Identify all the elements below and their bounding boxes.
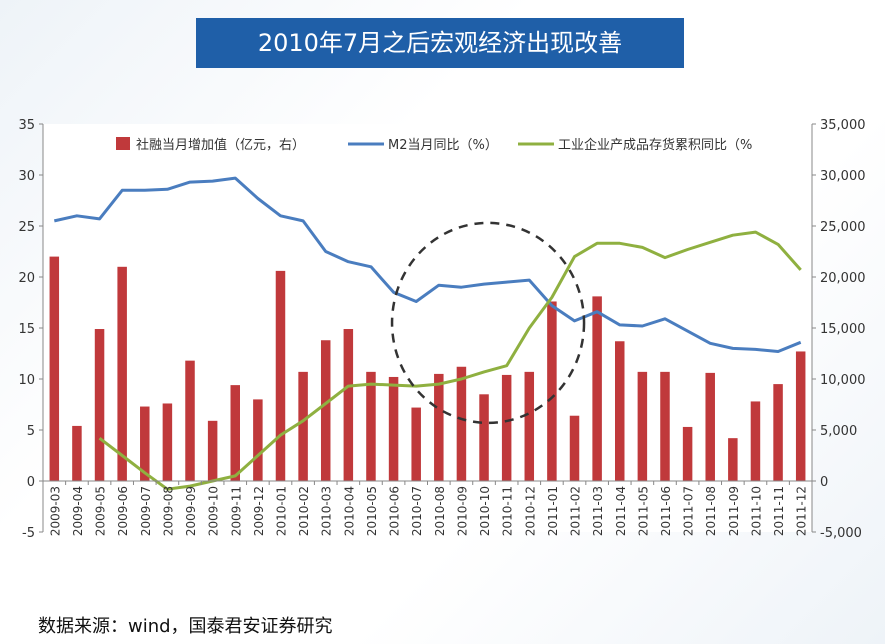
bar-2011-09 (728, 438, 738, 481)
x-tick-label: 2010-07 (410, 486, 424, 536)
x-tick-label: 2010-01 (274, 486, 288, 536)
x-tick-label: 2011-03 (591, 486, 605, 536)
x-tick-label: 2010-12 (523, 486, 537, 536)
x-tick-label: 2010-05 (365, 486, 379, 536)
x-tick-label: 2011-11 (772, 486, 786, 536)
bar-2009-04 (72, 425, 82, 481)
bar-2009-10 (207, 420, 218, 481)
bar-2009-06 (117, 266, 127, 481)
page-title: 2010年7月之后宏观经济出现改善 (196, 18, 684, 68)
bar-2009-11 (230, 385, 240, 481)
bar-2009-12 (253, 399, 263, 481)
right-tick-label: 10,000 (820, 373, 866, 388)
left-tick-label: 30 (18, 169, 35, 184)
left-tick-label: 5 (27, 424, 35, 439)
x-tick-label: 2009-04 (71, 486, 85, 536)
x-tick-label: 2009-07 (139, 486, 153, 536)
bar-2011-01 (547, 301, 557, 481)
plot-area (43, 124, 812, 532)
left-tick-label: 20 (18, 271, 35, 286)
bar-2010-05 (366, 371, 376, 481)
bar-2009-09 (185, 360, 195, 481)
bar-2011-11 (773, 384, 783, 481)
x-tick-label: 2009-10 (207, 486, 221, 536)
bar-2011-02 (569, 415, 580, 481)
x-tick-label: 2009-08 (161, 486, 175, 536)
bar-2010-10 (479, 394, 489, 481)
x-tick-label: 2010-02 (297, 486, 311, 536)
x-tick-label: 2009-03 (48, 486, 62, 536)
bar-2009-08 (162, 403, 173, 481)
bar-2009-07 (140, 406, 150, 481)
bar-2010-01 (275, 270, 286, 481)
bar-2010-12 (524, 371, 535, 481)
x-tick-label: 2011-06 (659, 486, 673, 536)
legend-m2-label: M2当月同比（%） (388, 138, 498, 153)
bar-2011-05 (637, 371, 648, 481)
bar-2010-03 (320, 340, 331, 481)
bar-2011-08 (705, 372, 715, 481)
left-tick-label: 10 (18, 373, 35, 388)
left-tick-label: 0 (27, 475, 35, 490)
x-tick-label: 2010-09 (455, 486, 469, 536)
right-tick-label: 5,000 (820, 424, 857, 439)
x-tick-label: 2011-12 (795, 486, 809, 536)
source-note: 数据来源：wind，国泰君安证券研究 (38, 616, 333, 637)
x-tick-label: 2011-05 (636, 486, 650, 536)
x-tick-label: 2011-02 (569, 486, 583, 536)
x-tick-label: 2009-12 (252, 486, 266, 536)
bar-2009-03 (49, 256, 60, 481)
left-tick-label: 15 (18, 322, 35, 337)
left-tick-label: 35 (18, 118, 35, 133)
right-tick-label: 20,000 (820, 271, 866, 286)
right-tick-label: 25,000 (820, 220, 866, 235)
x-tick-label: 2010-04 (342, 486, 356, 536)
bar-2011-10 (750, 401, 761, 481)
x-tick-label: 2010-10 (478, 486, 492, 536)
right-tick-label: 15,000 (820, 322, 866, 337)
x-tick-label: 2009-09 (184, 486, 198, 536)
legend-inventory-label: 工业企业产成品存货累积同比（% (558, 137, 752, 153)
x-tick-label: 2011-07 (682, 486, 696, 536)
x-tick-label: 2010-11 (501, 486, 515, 536)
bar-2011-07 (682, 426, 693, 481)
x-tick-label: 2010-03 (320, 486, 334, 536)
bar-2010-06 (388, 376, 399, 481)
x-tick-label: 2009-05 (94, 486, 108, 536)
x-tick-label: 2011-01 (546, 486, 560, 536)
bar-2011-12 (795, 351, 806, 481)
bar-2010-09 (456, 366, 467, 481)
left-tick-label: -5 (22, 526, 35, 541)
left-tick-label: 25 (18, 220, 35, 235)
inventory-line (98, 230, 802, 491)
bar-2010-11 (501, 374, 512, 481)
highlight-circle (390, 221, 586, 425)
right-tick-label: 30,000 (820, 169, 866, 184)
bar-2009-05 (94, 329, 105, 481)
x-tick-label: 2011-09 (727, 486, 741, 536)
right-tick-label: 35,000 (820, 118, 866, 133)
x-tick-label: 2011-10 (749, 486, 763, 536)
m2-line (53, 176, 802, 353)
x-tick-label: 2011-04 (614, 486, 628, 536)
legend-bar-swatch (116, 137, 130, 150)
x-tick-label: 2009-11 (229, 486, 243, 536)
x-tick-label: 2010-06 (388, 486, 402, 536)
bar-2010-07 (411, 407, 421, 481)
x-tick-label: 2011-08 (704, 486, 718, 536)
bar-2010-04 (343, 329, 354, 481)
legend-bar-label: 社融当月增加值（亿元，右） (136, 137, 305, 153)
x-tick-label: 2009-06 (116, 486, 130, 536)
bar-2011-06 (660, 371, 670, 481)
bar-2010-02 (298, 371, 308, 481)
bar-2010-08 (434, 373, 444, 481)
bar-2011-03 (592, 296, 602, 481)
x-tick-label: 2010-08 (433, 486, 447, 536)
bar-2011-04 (615, 341, 625, 481)
right-tick-label: -5,000 (820, 526, 862, 541)
right-tick-label: 0 (820, 475, 828, 490)
